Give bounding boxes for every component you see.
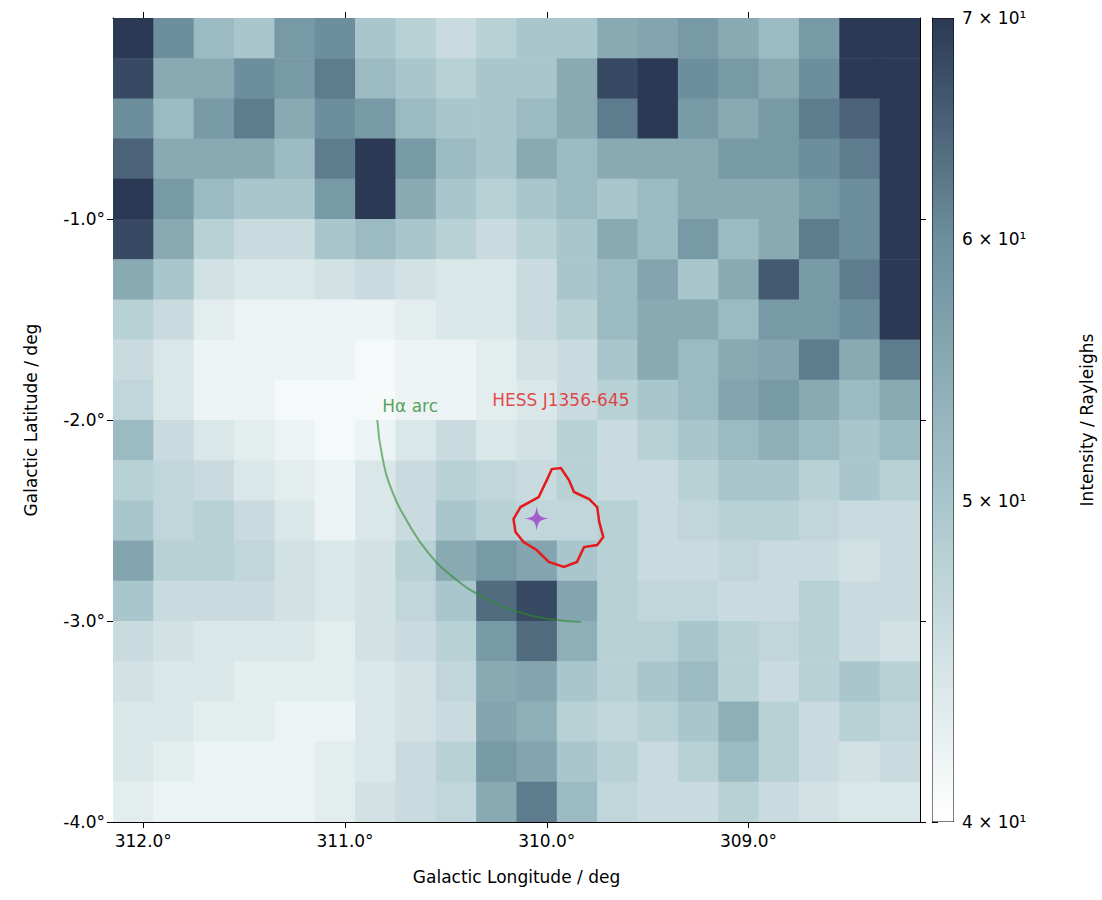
svg-text:-4.0°: -4.0° — [63, 812, 105, 832]
svg-text:4 × 10¹: 4 × 10¹ — [962, 812, 1026, 832]
svg-text:-3.0°: -3.0° — [63, 611, 105, 631]
svg-text:Galactic Latitude / deg: Galactic Latitude / deg — [21, 324, 41, 517]
svg-text:311.0°: 311.0° — [316, 831, 373, 851]
svg-text:6 × 10¹: 6 × 10¹ — [962, 229, 1026, 249]
svg-text:7 × 10¹: 7 × 10¹ — [962, 8, 1026, 28]
svg-text:Hα arc: Hα arc — [382, 396, 438, 416]
svg-text:312.0°: 312.0° — [115, 831, 172, 851]
svg-text:Galactic Longitude / deg: Galactic Longitude / deg — [413, 867, 620, 887]
svg-text:-1.0°: -1.0° — [63, 209, 105, 229]
svg-text:310.0°: 310.0° — [518, 831, 575, 851]
svg-text:Intensity / Rayleighs: Intensity / Rayleighs — [1077, 333, 1097, 506]
svg-text:-2.0°: -2.0° — [63, 410, 105, 430]
svg-text:5 × 10¹: 5 × 10¹ — [962, 491, 1026, 511]
svg-text:HESS J1356-645: HESS J1356-645 — [492, 390, 629, 410]
svg-text:309.0°: 309.0° — [720, 831, 777, 851]
